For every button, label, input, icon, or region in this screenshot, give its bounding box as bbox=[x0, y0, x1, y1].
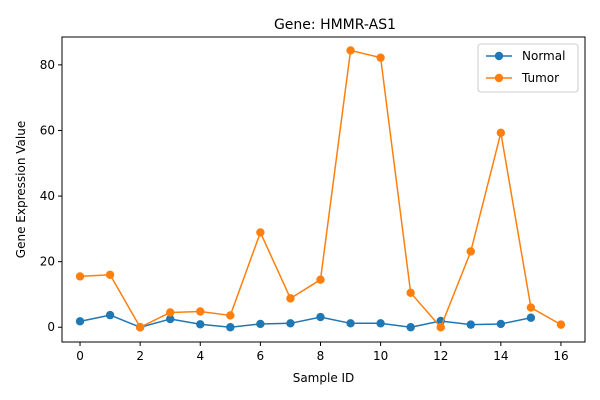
tumor-data-point bbox=[496, 128, 506, 137]
normal-series-line bbox=[79, 314, 532, 328]
normal-data-point bbox=[496, 319, 506, 329]
x-tick-label: 0 bbox=[76, 349, 84, 363]
tumor-data-point bbox=[75, 272, 85, 281]
y-axis-ticks: 0 20 40 60 80 bbox=[40, 58, 62, 334]
x-tick-label: 12 bbox=[433, 349, 448, 363]
x-tick-label: 14 bbox=[493, 349, 508, 363]
normal-data-point bbox=[346, 319, 355, 328]
normal-data-point bbox=[166, 314, 175, 324]
legend-normal-label: Normal bbox=[522, 49, 565, 63]
y-axis-label: Gene Expression Value bbox=[14, 121, 28, 258]
x-tick-label: 16 bbox=[553, 349, 568, 363]
tumor-data-point bbox=[436, 323, 445, 332]
series-layer bbox=[75, 46, 566, 332]
tumor-data-point bbox=[226, 311, 235, 320]
tumor-data-point bbox=[526, 303, 536, 312]
tumor-data-point bbox=[466, 247, 475, 256]
tumor-data-point bbox=[316, 275, 325, 284]
normal-data-point bbox=[376, 319, 385, 328]
x-tick-label: 4 bbox=[196, 349, 204, 363]
x-tick-label: 8 bbox=[317, 349, 325, 363]
normal-data-point bbox=[406, 323, 415, 332]
tumor-data-point bbox=[556, 320, 566, 329]
normal-data-point bbox=[316, 312, 325, 322]
x-tick-label: 10 bbox=[373, 349, 388, 363]
tumor-data-point bbox=[376, 53, 385, 62]
chart-title: Gene: HMMR-AS1 bbox=[274, 17, 396, 33]
x-tick-label: 6 bbox=[257, 349, 265, 363]
normal-data-point bbox=[526, 313, 536, 322]
tumor-data-point bbox=[196, 307, 205, 316]
tumor-data-point bbox=[135, 323, 145, 332]
normal-data-point bbox=[286, 319, 295, 328]
tumor-data-point bbox=[256, 228, 265, 237]
x-tick-label: 2 bbox=[136, 349, 144, 363]
y-tick-label: 40 bbox=[40, 189, 55, 203]
normal-data-point bbox=[105, 310, 115, 320]
legend-tumor-label: Tumor bbox=[521, 71, 559, 85]
tumor-data-point bbox=[286, 294, 295, 303]
normal-data-point bbox=[256, 319, 265, 329]
normal-data-point bbox=[196, 320, 205, 329]
tumor-data-point bbox=[166, 308, 175, 317]
y-tick-label: 0 bbox=[47, 320, 55, 334]
tumor-data-point bbox=[346, 46, 355, 55]
y-tick-label: 60 bbox=[40, 123, 55, 137]
x-axis-ticks: 0 2 4 6 8 10 12 14 16 bbox=[76, 342, 569, 363]
y-tick-label: 20 bbox=[40, 255, 55, 269]
y-tick-label: 80 bbox=[40, 58, 55, 72]
normal-data-point bbox=[75, 317, 85, 326]
legend-tumor-marker bbox=[494, 73, 504, 83]
legend: Normal Tumor bbox=[477, 43, 579, 93]
normal-data-point bbox=[466, 320, 475, 329]
tumor-data-point bbox=[105, 270, 115, 279]
plot-frame bbox=[61, 36, 586, 343]
x-axis-label: Sample ID bbox=[293, 371, 355, 385]
normal-data-point bbox=[226, 323, 235, 332]
tumor-data-point bbox=[406, 288, 415, 298]
legend-normal-marker bbox=[494, 51, 504, 61]
